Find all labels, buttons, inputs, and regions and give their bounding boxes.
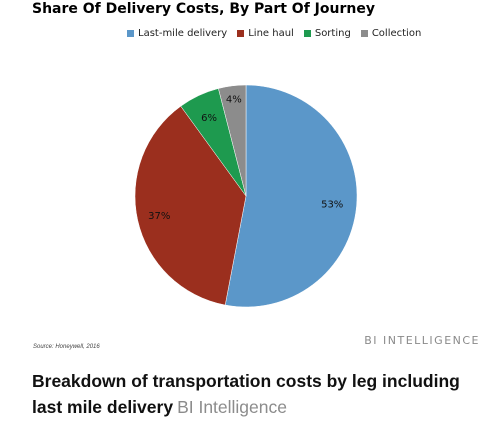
bi-intelligence-watermark: BI INTELLIGENCE	[364, 334, 480, 347]
chart-legend: Last-mile delivery Line haul Sorting Col…	[127, 28, 431, 39]
legend-item-line-haul: Line haul	[237, 28, 294, 39]
caption-brand: BI Intelligence	[177, 397, 287, 417]
legend-item-sorting: Sorting	[303, 28, 351, 39]
pie-label-line-haul: 37%	[148, 211, 170, 222]
chart-title: Share Of Delivery Costs, By Part Of Jour…	[32, 1, 375, 17]
legend-label-collection: Collection	[371, 28, 422, 39]
legend-swatch-sorting	[303, 30, 311, 37]
article-caption: Breakdown of transportation costs by leg…	[32, 368, 492, 420]
pie-slice-line-haul	[134, 105, 247, 306]
pie-slice-collection	[218, 84, 247, 197]
legend-swatch-line-haul	[237, 30, 245, 37]
legend-swatch-collection	[360, 30, 368, 37]
pie-label-sorting: 6%	[201, 113, 217, 124]
legend-label-last-mile: Last-mile delivery	[138, 28, 228, 39]
legend-item-collection: Collection	[360, 28, 422, 39]
pie-label-last-mile: 53%	[321, 200, 343, 211]
legend-label-sorting: Sorting	[314, 28, 351, 39]
legend-swatch-last-mile	[127, 30, 134, 37]
source-note: Source: Honeywell, 2016	[33, 344, 100, 350]
legend-item-last-mile: Last-mile delivery	[127, 28, 227, 39]
caption-text: Breakdown of transportation costs by leg…	[32, 371, 460, 417]
pie-label-collection: 4%	[226, 95, 242, 106]
legend-label-line-haul: Line haul	[248, 28, 294, 39]
pie-slice-last-mile	[224, 84, 358, 308]
